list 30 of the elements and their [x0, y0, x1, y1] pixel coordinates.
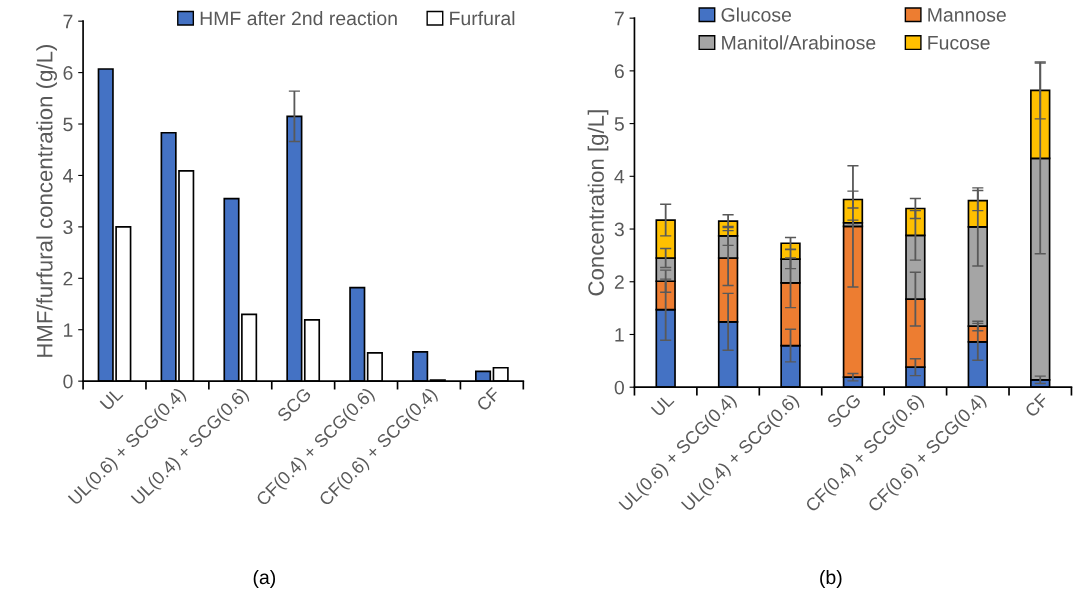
x-tick-label: CF [1024, 392, 1050, 418]
y-axis-title: Concentration [g/L] [587, 110, 609, 296]
legend-label: Mannose [928, 8, 1006, 22]
y-tick-label: 6 [63, 66, 73, 80]
y-tick-label: 2 [614, 275, 624, 289]
text: (a) [253, 569, 276, 589]
y-tick-label: 5 [614, 117, 624, 131]
y-tick-label: 3 [614, 222, 624, 237]
x-tick-label: UL [650, 392, 675, 417]
legend-label: Glucose [721, 7, 792, 22]
y-tick-label: 4 [614, 169, 625, 184]
text: (b) [820, 569, 842, 589]
y-tick-label: 1 [615, 328, 624, 342]
y-tick-label: 2 [63, 271, 73, 286]
x-tick-label: CF [475, 386, 501, 412]
y-tick-label: 4 [62, 169, 73, 183]
x-tick-label: UL [99, 386, 124, 411]
y-tick-label: 6 [614, 64, 624, 79]
y-tick-label: 7 [614, 11, 624, 26]
legend-label: HMF after 2nd reaction [200, 10, 397, 26]
legend-label: Manitol/Arabinose [722, 35, 876, 50]
legend-label: Fucose [928, 36, 990, 50]
y-tick-label: 1 [64, 323, 73, 337]
y-tick-label: 7 [63, 14, 73, 29]
legend-label: Furfural [450, 10, 515, 26]
y-tick-label: 3 [63, 220, 73, 235]
y-tick-label: 0 [614, 380, 624, 395]
y-axis-title: HMF/furfural concentration (g/L) [36, 45, 57, 357]
y-tick-label: 0 [63, 374, 73, 389]
y-tick-label: 5 [63, 117, 73, 132]
